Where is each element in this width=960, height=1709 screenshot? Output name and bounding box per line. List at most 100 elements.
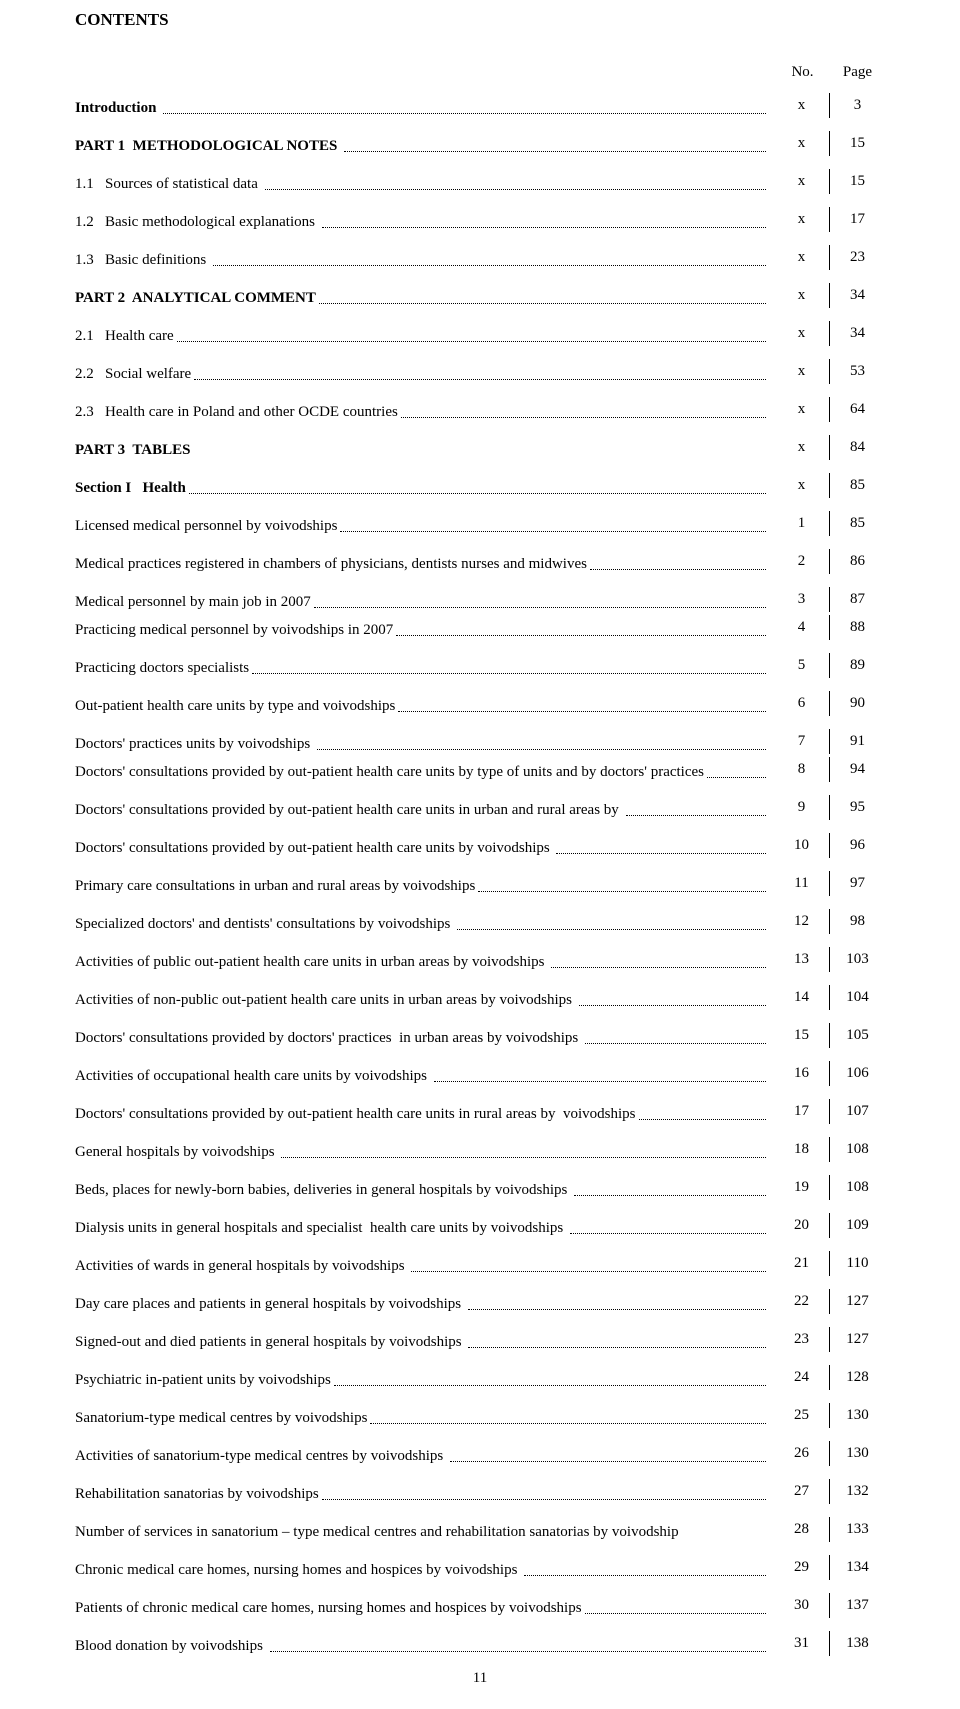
toc-entry-page: 89 [830, 653, 885, 678]
toc-entry-no: 23 [774, 1327, 830, 1352]
toc-entry-label: Doctors' consultations provided by out-p… [75, 762, 704, 782]
toc-entry-page: 134 [830, 1555, 885, 1580]
toc-leader [319, 302, 766, 304]
toc-leader [270, 1650, 766, 1652]
toc-entry-title: Doctors' consultations provided by out-p… [75, 800, 774, 820]
toc-entry-page: 94 [830, 757, 885, 782]
toc-leader [579, 1004, 766, 1006]
toc-entry-title: Introduction [75, 98, 774, 118]
toc-entry-no: 3 [774, 587, 830, 612]
toc-entry-page: 87 [830, 587, 885, 612]
toc-leader [177, 340, 766, 342]
toc-header-spacer [75, 60, 775, 85]
toc-row: Sanatorium-type medical centres by voivo… [75, 1403, 885, 1428]
toc-entry-title: 2.3 Health care in Poland and other OCDE… [75, 402, 774, 422]
toc-row: Doctors' consultations provided by out-p… [75, 757, 885, 782]
toc-row: 2.1 Health carex34 [75, 321, 885, 346]
toc-entry-label: 1.1 Sources of statistical data [75, 174, 262, 194]
toc-entry-title: Activities of non-public out-patient hea… [75, 990, 774, 1010]
toc-entry-page: 95 [830, 795, 885, 820]
toc-row: Doctors' consultations provided by out-p… [75, 1099, 885, 1124]
toc-entry-label: PART 1 METHODOLOGICAL NOTES [75, 136, 341, 156]
toc-entry-page: 108 [830, 1175, 885, 1200]
toc-entry-page: 110 [830, 1251, 885, 1276]
toc-row: 1.3 Basic definitions x23 [75, 245, 885, 270]
toc-entry-label: Psychiatric in-patient units by voivodsh… [75, 1370, 331, 1390]
toc-entry-label: Rehabilitation sanatorias by voivodships [75, 1484, 319, 1504]
toc-entry-label: Primary care consultations in urban and … [75, 876, 475, 896]
toc-entry-page: 17 [830, 207, 885, 232]
toc-entry-no: 6 [774, 691, 830, 716]
toc-entry-label: Blood donation by voivodships [75, 1636, 267, 1656]
toc-entry-no: 10 [774, 833, 830, 858]
toc-entry-page: 106 [830, 1061, 885, 1086]
toc-entry-no: 18 [774, 1137, 830, 1162]
toc-row: Psychiatric in-patient units by voivodsh… [75, 1365, 885, 1390]
toc-entry-no: x [774, 169, 830, 194]
toc-entry-label: Introduction [75, 98, 160, 118]
toc-entry-no: 31 [774, 1631, 830, 1656]
toc-entry-title: Doctors' consultations provided by out-p… [75, 838, 774, 858]
toc-leader [556, 852, 766, 854]
toc-entry-no: 30 [774, 1593, 830, 1618]
toc-entry-title: 2.2 Social welfare [75, 364, 774, 384]
toc-row: Patients of chronic medical care homes, … [75, 1593, 885, 1618]
toc-entry-no: x [774, 245, 830, 270]
toc-row: Activities of non-public out-patient hea… [75, 985, 885, 1010]
toc-entry-page: 64 [830, 397, 885, 422]
toc-leader [585, 1042, 766, 1044]
toc-entry-label: Activities of public out-patient health … [75, 952, 548, 972]
toc-entry-label: Section I Health [75, 478, 186, 498]
toc-entry-page: 128 [830, 1365, 885, 1390]
toc-row: 1.2 Basic methodological explanations x1… [75, 207, 885, 232]
toc-leader [213, 264, 766, 266]
toc-leader [524, 1574, 766, 1576]
toc-entry-page: 130 [830, 1403, 885, 1428]
toc-entry-label: Doctors' practices units by voivodships [75, 734, 314, 754]
toc-entry-no: 17 [774, 1099, 830, 1124]
toc-entry-no: x [774, 397, 830, 422]
toc-entry-page: 91 [830, 729, 885, 754]
toc-entry-title: Medical practices registered in chambers… [75, 554, 774, 574]
toc-leader [457, 928, 766, 930]
toc-entry-page: 105 [830, 1023, 885, 1048]
toc-entry-no: 4 [774, 615, 830, 640]
toc-entry-title: 1.1 Sources of statistical data [75, 174, 774, 194]
toc-leader [468, 1308, 766, 1310]
toc-leader [585, 1612, 766, 1614]
toc-entry-label: Practicing medical personnel by voivodsh… [75, 620, 393, 640]
toc-entry-no: 26 [774, 1441, 830, 1466]
toc-entry-label: Licensed medical personnel by voivodship… [75, 516, 337, 536]
toc-entry-label: General hospitals by voivodships [75, 1142, 278, 1162]
toc-entry-label: Dialysis units in general hospitals and … [75, 1218, 567, 1238]
toc-entry-title: Medical personnel by main job in 2007 [75, 592, 774, 612]
toc-entry-label: Out-patient health care units by type an… [75, 696, 395, 716]
toc-leader [590, 568, 766, 570]
toc-entry-title: Out-patient health care units by type an… [75, 696, 774, 716]
toc-entry-page: 85 [830, 511, 885, 536]
toc-entry-title: Dialysis units in general hospitals and … [75, 1218, 774, 1238]
toc-row: Blood donation by voivodships 31138 [75, 1631, 885, 1656]
toc-entry-page: 103 [830, 947, 885, 972]
toc-entry-page: 98 [830, 909, 885, 934]
toc-entry-label: Doctors' consultations provided by docto… [75, 1028, 582, 1048]
toc-entry-no: x [774, 359, 830, 384]
toc-row: Doctors' consultations provided by out-p… [75, 833, 885, 858]
toc-entry-page: 53 [830, 359, 885, 384]
toc-entry-title: Activities of sanatorium-type medical ce… [75, 1446, 774, 1466]
toc-leader [281, 1156, 766, 1158]
toc-leader [707, 776, 766, 778]
toc-entry-label: 2.1 Health care [75, 326, 174, 346]
toc-entry-title: Day care places and patients in general … [75, 1294, 774, 1314]
toc-entry-label: PART 2 ANALYTICAL COMMENT [75, 288, 316, 308]
toc-entry-page: 137 [830, 1593, 885, 1618]
toc-leader [398, 710, 766, 712]
toc-entry-page: 3 [830, 93, 885, 118]
toc-row: Doctors' consultations provided by out-p… [75, 795, 885, 820]
toc-entry-title: Doctors' consultations provided by docto… [75, 1028, 774, 1048]
toc-leader [163, 112, 766, 114]
toc-entry-title: Sanatorium-type medical centres by voivo… [75, 1408, 774, 1428]
toc-entry-label: Doctors' consultations provided by out-p… [75, 800, 623, 820]
contents-page: CONTENTS No. Page Introduction x3PART 1 … [0, 0, 960, 1709]
toc-entry-title: Activities of occupational health care u… [75, 1066, 774, 1086]
